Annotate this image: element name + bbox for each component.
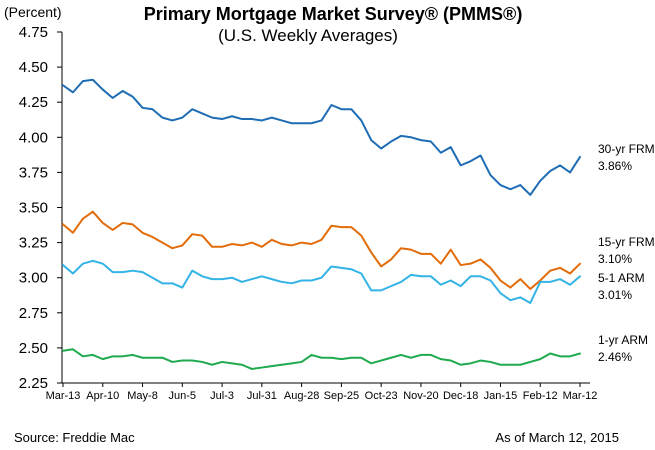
y-tick-label: 2.50 <box>19 340 48 357</box>
x-tick-label: Jul-31 <box>247 390 277 402</box>
series-lines <box>62 78 581 370</box>
y-tick-labels: 4.75 4.50 4.25 4.00 3.75 3.50 3.25 3.00 2.75 2.50… <box>19 24 62 392</box>
chart-title: Primary Mortgage Market Survey® (PMMS®) <box>144 4 523 24</box>
x-tick-label: Jan-15 <box>484 390 518 402</box>
series-name-label: 15-yr FRM <box>598 235 655 249</box>
series-end-value-label: 3.01% <box>598 288 632 302</box>
y-tick-label: 4.75 <box>19 24 48 41</box>
x-tick-label: Mar-13 <box>46 390 81 402</box>
series-line-1-yr-arm <box>62 348 581 370</box>
y-tick-label: 4.25 <box>19 94 48 111</box>
series-line-30-yr-frm <box>62 78 581 196</box>
x-tick-label: Jul-3 <box>210 390 234 402</box>
x-tick-label: Feb-12 <box>523 390 558 402</box>
y-tick-label: 3.00 <box>19 270 48 287</box>
series-end-value-label: 2.46% <box>598 350 632 364</box>
x-tick-label: Mar-12 <box>563 390 598 402</box>
x-tick-label: Apr-10 <box>86 390 119 402</box>
x-tick-label: Sep-25 <box>324 390 359 402</box>
x-tick-label: Jun-5 <box>169 390 197 402</box>
x-tick-label: Oct-23 <box>365 390 398 402</box>
series-line-5-1-arm <box>62 259 581 304</box>
y-tick-label: 3.25 <box>19 235 48 252</box>
series-name-label: 5-1 ARM <box>598 271 645 285</box>
series-end-value-label: 3.86% <box>598 159 632 173</box>
as-of-date: As of March 12, 2015 <box>495 430 619 445</box>
y-tick-label: 4.00 <box>19 129 48 146</box>
x-tick-label: May-8 <box>127 390 158 402</box>
y-tick-label: 2.25 <box>19 375 48 392</box>
series-name-label: 30-yr FRM <box>598 142 655 156</box>
series-labels: 30-yr FRM 3.86% 15-yr FRM 3.10% 5-1 ARM 3.01%… <box>598 142 655 364</box>
chart-axes <box>61 32 590 384</box>
x-tick-label: Aug-28 <box>284 390 319 402</box>
x-tick-label: Dec-18 <box>443 390 478 402</box>
series-line-15-yr-frm <box>62 210 581 290</box>
y-axis-label: (Percent) <box>4 4 62 20</box>
chart-subtitle: (U.S. Weekly Averages) <box>218 26 398 45</box>
y-tick-label: 3.75 <box>19 164 48 181</box>
series-name-label: 1-yr ARM <box>598 333 648 347</box>
y-tick-label: 4.50 <box>19 59 48 76</box>
y-tick-label: 2.75 <box>19 305 48 322</box>
x-tick-label: Nov-20 <box>403 390 438 402</box>
x-tick-labels: Mar-13 Apr-10 May-8 Jun-5 Jul-3 Jul-31 Aug-28 S… <box>46 383 598 402</box>
y-tick-label: 3.50 <box>19 200 48 217</box>
source-note: Source: Freddie Mac <box>14 430 135 445</box>
series-end-value-label: 3.10% <box>598 252 632 266</box>
